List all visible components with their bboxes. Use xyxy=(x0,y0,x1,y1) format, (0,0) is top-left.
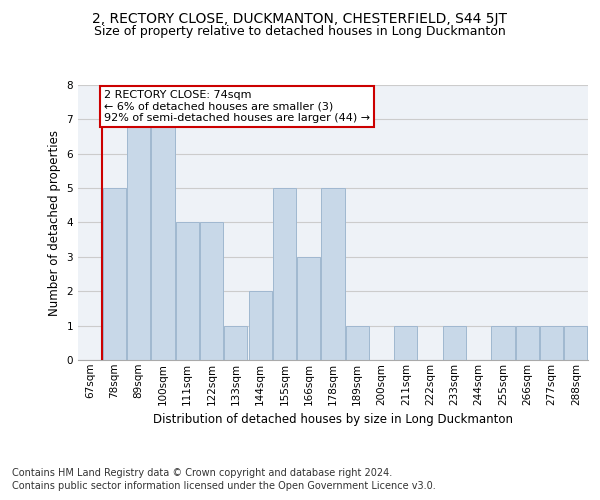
Bar xyxy=(176,222,199,360)
Text: Contains HM Land Registry data © Crown copyright and database right 2024.: Contains HM Land Registry data © Crown c… xyxy=(12,468,392,477)
Bar xyxy=(491,326,515,360)
Bar xyxy=(248,291,272,360)
Text: Size of property relative to detached houses in Long Duckmanton: Size of property relative to detached ho… xyxy=(94,25,506,38)
Bar xyxy=(200,222,223,360)
Bar xyxy=(516,326,539,360)
Bar xyxy=(224,326,247,360)
Bar xyxy=(151,120,175,360)
Bar xyxy=(540,326,563,360)
Bar xyxy=(127,120,150,360)
Y-axis label: Number of detached properties: Number of detached properties xyxy=(48,130,61,316)
Text: Distribution of detached houses by size in Long Duckmanton: Distribution of detached houses by size … xyxy=(153,412,513,426)
Bar xyxy=(297,257,320,360)
Text: 2 RECTORY CLOSE: 74sqm
← 6% of detached houses are smaller (3)
92% of semi-detac: 2 RECTORY CLOSE: 74sqm ← 6% of detached … xyxy=(104,90,370,124)
Bar xyxy=(394,326,418,360)
Bar xyxy=(443,326,466,360)
Text: Contains public sector information licensed under the Open Government Licence v3: Contains public sector information licen… xyxy=(12,481,436,491)
Bar xyxy=(565,326,587,360)
Bar xyxy=(322,188,344,360)
Bar xyxy=(103,188,126,360)
Text: 2, RECTORY CLOSE, DUCKMANTON, CHESTERFIELD, S44 5JT: 2, RECTORY CLOSE, DUCKMANTON, CHESTERFIE… xyxy=(92,12,508,26)
Bar xyxy=(273,188,296,360)
Bar xyxy=(346,326,369,360)
